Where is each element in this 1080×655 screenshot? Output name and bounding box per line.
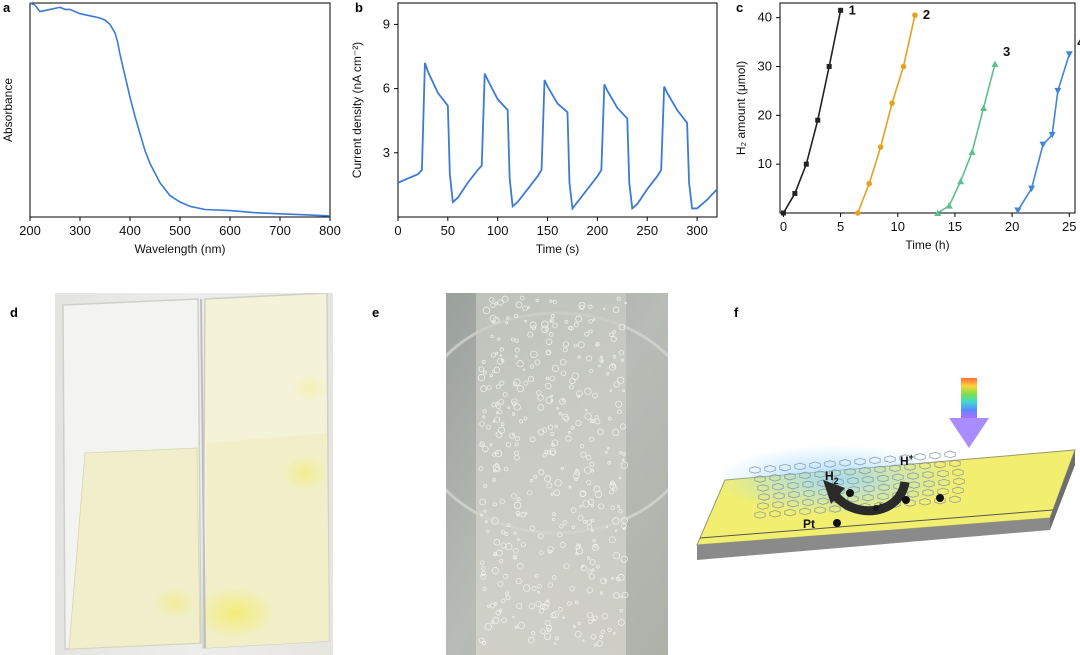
data-point <box>877 144 884 150</box>
data-point <box>803 161 809 167</box>
absorbance-line <box>29 2 331 217</box>
data-point <box>912 12 918 19</box>
panel-letter-e: e <box>372 305 380 320</box>
x-tick-label: 150 <box>537 223 559 238</box>
substrate-side <box>1050 450 1075 530</box>
data-point <box>826 63 832 69</box>
data-point <box>1065 51 1073 58</box>
data-point <box>780 210 786 216</box>
x-tick-label: 0 <box>394 223 401 238</box>
x-tick-label: 100 <box>487 223 509 238</box>
data-point <box>1048 131 1056 139</box>
x-axis-label: Time (h) <box>905 238 949 252</box>
schematic-f: H2 H+ e- Pt <box>696 378 1076 560</box>
data-point <box>889 100 895 106</box>
photo-e-drawing <box>446 293 668 655</box>
chart-b-current-density: 0 50 100 150 200 250 300 3 6 9 Time (s) Current den… <box>350 2 718 256</box>
y-tick-label: 3 <box>383 145 390 160</box>
series-line-3 <box>937 63 996 214</box>
panel-letter-c: c <box>736 0 744 15</box>
series-line-1 <box>782 10 842 214</box>
x-tick-label: 300 <box>686 223 708 238</box>
plot-frame <box>29 2 331 218</box>
x-tick-label: 200 <box>587 223 609 238</box>
x-axis-label: Time (s) <box>536 242 580 256</box>
plot-frame <box>779 2 1076 214</box>
data-point <box>980 104 988 111</box>
y-axis-label: H₂ amount (μmol) <box>734 61 748 155</box>
x-tick-label: 800 <box>319 223 341 238</box>
plot-frame <box>397 2 718 218</box>
x-tick-label: 15 <box>948 219 962 234</box>
series-label-1: 1 <box>849 2 856 17</box>
data-point <box>945 202 953 209</box>
x-tick-label: 300 <box>69 223 91 238</box>
current-density-line <box>397 62 718 211</box>
panel-letter-b: b <box>355 0 363 15</box>
x-tick-label: 250 <box>636 223 658 238</box>
y-axis-label: Current density (nA cm⁻²) <box>350 42 364 178</box>
series-line-2 <box>857 15 916 214</box>
data-point <box>1039 141 1047 149</box>
data-point <box>866 180 872 187</box>
substrate-front <box>697 518 1050 560</box>
h2-label: H2 <box>825 469 839 486</box>
data-point <box>968 148 976 155</box>
data-point <box>957 177 965 185</box>
series-line-4 <box>1017 54 1071 211</box>
panel-letter-f: f <box>734 305 739 320</box>
photo-d-drawing <box>55 293 333 655</box>
electron-arrow-icon <box>831 480 910 516</box>
pt-particle <box>833 519 841 527</box>
data-point <box>1014 207 1022 215</box>
data-point <box>1028 185 1036 193</box>
hplus-label: H+ <box>900 452 914 468</box>
x-tick-label: 0 <box>780 219 787 234</box>
data-point <box>900 63 907 70</box>
data-point <box>934 209 942 216</box>
chart-c-h2-amount: 0 5 10 15 20 25 10 20 30 40 Time (h) H₂ amount (μmo… <box>734 2 1080 252</box>
x-tick-label: 5 <box>837 219 844 234</box>
x-tick-label: 500 <box>169 223 191 238</box>
molecular-network <box>749 450 965 519</box>
data-point <box>854 210 861 216</box>
x-tick-label: 10 <box>891 219 905 234</box>
y-tick-label: 40 <box>758 10 772 25</box>
photo-e-bubbles <box>446 293 668 655</box>
data-point <box>838 7 844 13</box>
data-point <box>991 60 999 68</box>
panel-letter-d: d <box>10 305 18 320</box>
series-label-4: 4 <box>1077 34 1080 49</box>
light-arrow-icon <box>949 378 989 448</box>
y-tick-label: 6 <box>383 81 390 96</box>
y-tick-label: 9 <box>383 16 390 31</box>
data-point <box>792 190 798 196</box>
x-tick-label: 700 <box>269 223 291 238</box>
series-label-3: 3 <box>1003 44 1010 59</box>
data-point <box>1054 87 1062 95</box>
y-tick-label: 10 <box>758 156 772 171</box>
x-axis-label: Wavelength (nm) <box>135 242 226 256</box>
x-tick-label: 20 <box>1005 219 1019 234</box>
y-axis-label: Absorbance <box>1 78 15 142</box>
y-tick-label: 20 <box>758 107 772 122</box>
x-tick-label: 200 <box>19 223 41 238</box>
y-tick-label: 30 <box>758 58 772 73</box>
pt-particle <box>902 496 910 504</box>
electron-label: e- <box>873 499 882 514</box>
bubbles-group <box>477 295 629 647</box>
chart-a-absorbance: 200 300 400 500 600 700 800 Wavelength (nm) Abso… <box>1 2 341 256</box>
x-tick-label: 25 <box>1062 219 1076 234</box>
pt-label: Pt <box>803 517 815 531</box>
data-point <box>815 117 821 123</box>
x-tick-label: 600 <box>219 223 241 238</box>
pt-particle <box>936 494 944 502</box>
x-tick-label: 50 <box>441 223 455 238</box>
x-tick-label: 400 <box>119 223 141 238</box>
pt-particle <box>846 489 854 497</box>
panel-letter-a: a <box>3 0 11 15</box>
series-label-2: 2 <box>923 7 930 22</box>
photo-d-films <box>55 293 333 655</box>
